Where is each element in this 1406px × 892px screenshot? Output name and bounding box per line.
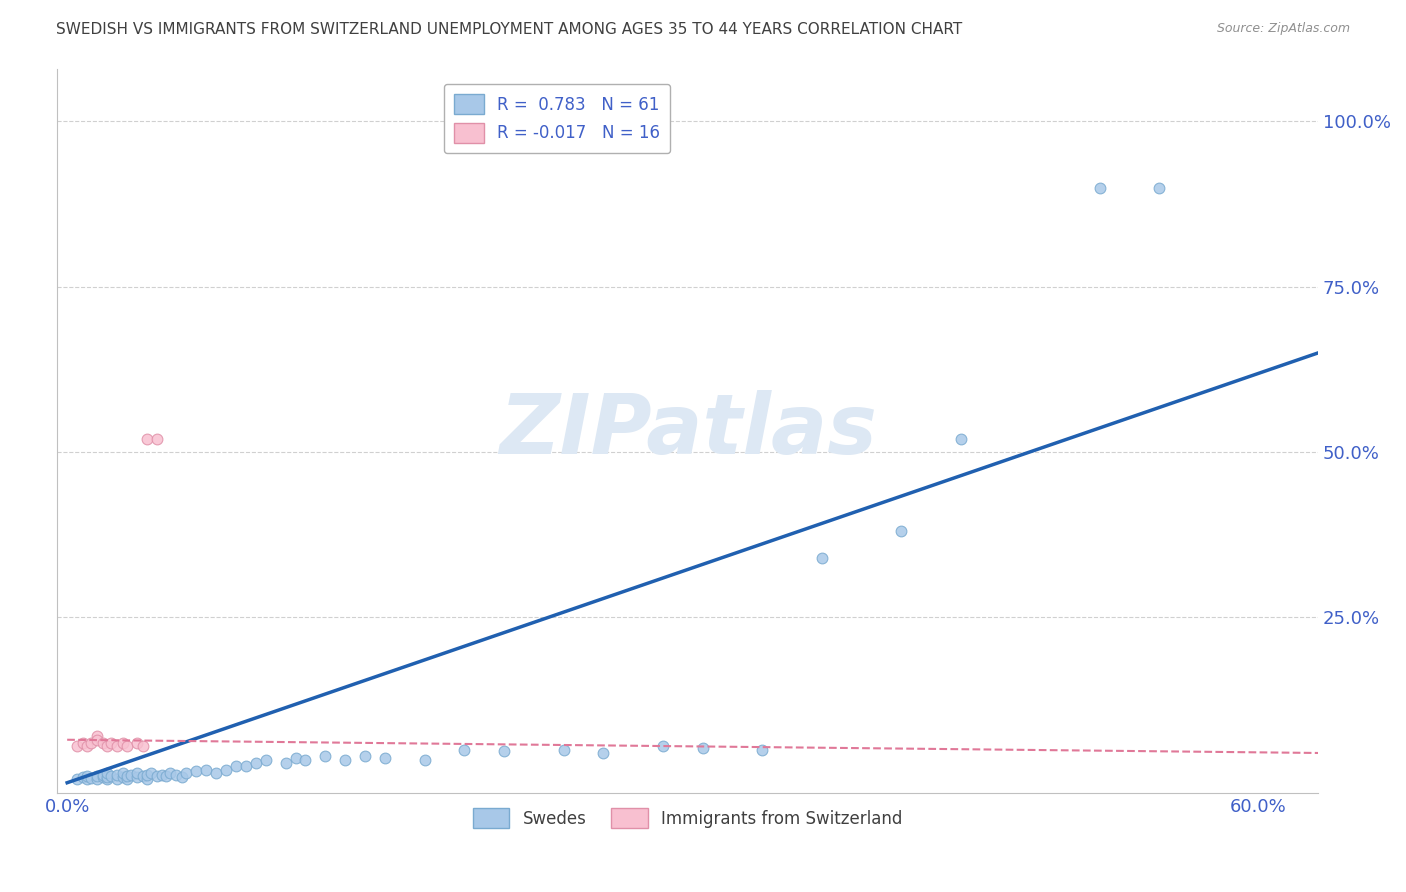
Point [333, 753, 356, 767]
Point [354, 749, 377, 764]
Point [125, 765, 148, 780]
Point [651, 739, 673, 754]
Point [96, 739, 118, 754]
Point [245, 756, 267, 770]
Point [225, 759, 247, 773]
Point [96, 771, 118, 785]
Point [100, 736, 122, 750]
Point [96, 772, 118, 787]
Point [751, 742, 773, 756]
Point [76, 739, 98, 754]
Legend: Swedes, Immigrants from Switzerland: Swedes, Immigrants from Switzerland [465, 801, 910, 835]
Point [314, 749, 336, 764]
Point [374, 750, 396, 764]
Point [105, 768, 128, 782]
Point [294, 753, 316, 767]
Point [139, 765, 162, 780]
Point [100, 769, 122, 783]
Point [284, 750, 307, 764]
Point [91, 736, 114, 750]
Point [254, 753, 277, 767]
Point [135, 772, 157, 787]
Point [76, 769, 98, 783]
Point [274, 756, 297, 770]
Point [1149, 180, 1171, 194]
Point [86, 730, 108, 744]
Point [131, 769, 153, 783]
Point [86, 732, 108, 747]
Point [115, 769, 138, 783]
Point [72, 771, 94, 785]
Point [592, 746, 614, 760]
Point [72, 736, 94, 750]
Text: Source: ZipAtlas.com: Source: ZipAtlas.com [1216, 22, 1350, 36]
Point [111, 736, 134, 750]
Text: ZIPatlas: ZIPatlas [499, 390, 876, 471]
Point [135, 768, 157, 782]
Point [135, 432, 157, 446]
Point [145, 769, 167, 783]
Point [111, 765, 134, 780]
Point [96, 765, 118, 780]
Point [195, 763, 218, 777]
Point [810, 550, 832, 565]
Point [80, 736, 103, 750]
Point [125, 771, 148, 785]
Point [172, 771, 194, 785]
Point [186, 764, 208, 778]
Point [125, 736, 148, 750]
Point [413, 753, 436, 767]
Point [115, 772, 138, 787]
Point [159, 765, 181, 780]
Point [105, 739, 128, 754]
Point [86, 772, 108, 787]
Point [105, 772, 128, 787]
Point [131, 739, 153, 754]
Point [890, 524, 912, 539]
Point [115, 739, 138, 754]
Point [692, 741, 714, 756]
Point [91, 768, 114, 782]
Point [91, 771, 114, 785]
Point [949, 432, 972, 446]
Point [165, 768, 187, 782]
Point [80, 771, 103, 785]
Text: SWEDISH VS IMMIGRANTS FROM SWITZERLAND UNEMPLOYMENT AMONG AGES 35 TO 44 YEARS CO: SWEDISH VS IMMIGRANTS FROM SWITZERLAND U… [56, 22, 963, 37]
Point [215, 763, 238, 777]
Point [453, 742, 475, 756]
Point [492, 744, 515, 758]
Point [86, 769, 108, 783]
Point [120, 768, 142, 782]
Point [145, 432, 167, 446]
Point [235, 759, 257, 773]
Point [66, 772, 89, 787]
Point [76, 772, 98, 787]
Point [205, 765, 228, 780]
Point [1088, 180, 1111, 194]
Point [176, 765, 198, 780]
Point [553, 742, 575, 756]
Point [66, 739, 89, 754]
Point [155, 769, 177, 783]
Point [152, 768, 174, 782]
Point [111, 771, 134, 785]
